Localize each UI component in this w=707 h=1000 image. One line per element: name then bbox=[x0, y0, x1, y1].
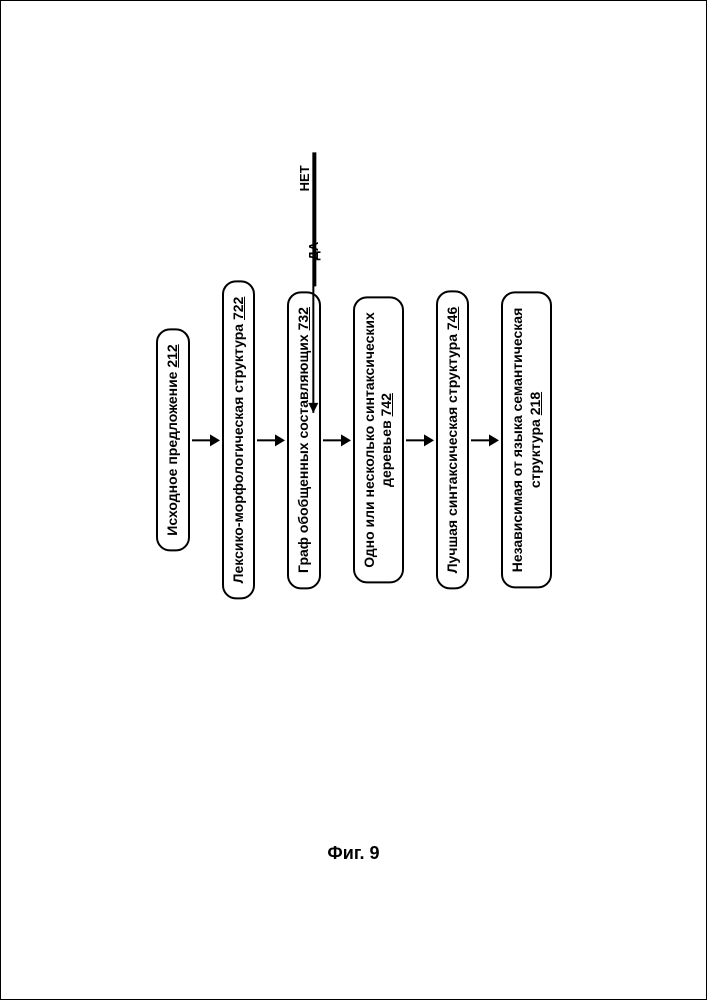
edge-label-no: НЕТ bbox=[297, 165, 312, 191]
node-text-line1: Независимая от языка семантическая bbox=[509, 308, 525, 573]
node-text: Лучшая синтаксическая структура bbox=[443, 334, 459, 573]
node-ref: 732 bbox=[295, 307, 311, 330]
arrow-yes bbox=[471, 434, 499, 446]
node-text: Граф обобщенных составляющих bbox=[295, 334, 311, 573]
node-text-line2: деревьев bbox=[378, 420, 394, 487]
flow-column: Исходное предложение 212 Лексико-морфоло… bbox=[156, 281, 552, 600]
node-ref: 722 bbox=[229, 297, 245, 320]
page: Исходное предложение 212 Лексико-морфоло… bbox=[0, 0, 707, 1000]
node-syntax-trees: Одно или несколько синтаксических деревь… bbox=[352, 296, 403, 584]
figure-caption: Фиг. 9 bbox=[1, 843, 706, 864]
arrow bbox=[322, 434, 350, 446]
node-ref: 746 bbox=[443, 307, 459, 330]
node-text-line1: Одно или несколько синтаксических bbox=[360, 312, 376, 568]
node-text: Лексико-морфологическая структура bbox=[229, 324, 245, 583]
node-ref: 212 bbox=[164, 344, 180, 367]
node-lex-morph: Лексико-морфологическая структура 722 bbox=[221, 281, 255, 600]
arrow bbox=[257, 434, 285, 446]
node-source-sentence: Исходное предложение 212 bbox=[156, 328, 190, 551]
node-text: Исходное предложение bbox=[164, 372, 180, 536]
node-constituent-graph: Граф обобщенных составляющих 732 bbox=[287, 291, 321, 589]
node-semantic: Независимая от языка семантическая струк… bbox=[501, 292, 552, 589]
arrow bbox=[405, 434, 433, 446]
flowchart: Исходное предложение 212 Лексико-морфоло… bbox=[156, 281, 552, 600]
node-ref: 742 bbox=[378, 393, 394, 416]
arrow bbox=[191, 434, 219, 446]
node-text-line2: структура bbox=[526, 419, 542, 488]
edge-label-yes: ДА bbox=[306, 242, 321, 261]
node-best-syntax: Лучшая синтаксическая структура 746 bbox=[435, 291, 469, 590]
node-ref: 218 bbox=[526, 392, 542, 415]
